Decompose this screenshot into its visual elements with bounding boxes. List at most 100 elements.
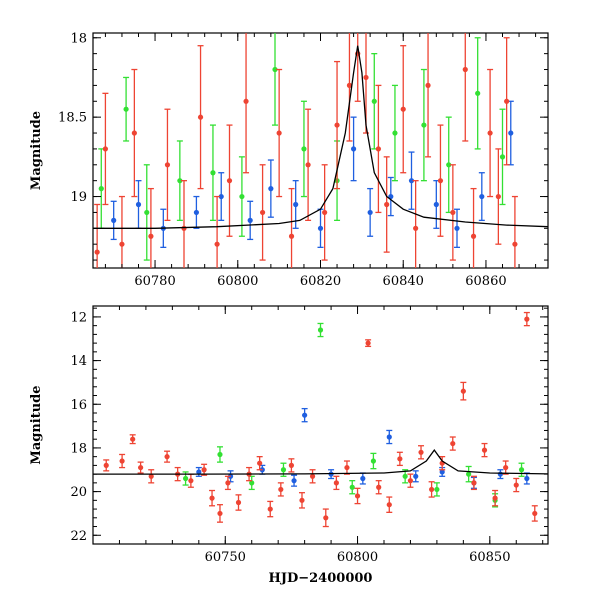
y-axis-label: Magnitude xyxy=(29,385,44,464)
data-point-red-2 xyxy=(119,241,125,247)
data-point-red-22 xyxy=(344,464,350,471)
data-point-red-26 xyxy=(450,209,456,216)
data-point-blue-7 xyxy=(386,434,392,440)
data-point-red-16 xyxy=(278,486,284,493)
x-axis-label: HJD−2400000 xyxy=(269,571,373,586)
x-tick-label: 60780 xyxy=(134,274,175,289)
data-point-red-12 xyxy=(235,499,242,506)
data-point-blue-3 xyxy=(193,209,200,216)
data-point-red-29 xyxy=(487,130,493,136)
data-point-red-1 xyxy=(119,458,125,464)
data-point-red-15 xyxy=(322,209,328,216)
x-tick-label: 60860 xyxy=(465,274,506,289)
x-tick-label: 60800 xyxy=(337,550,378,565)
y-tick-label: 18 xyxy=(70,441,87,456)
y-tick-label: 18.5 xyxy=(58,111,87,126)
data-point-green-5 xyxy=(239,193,245,200)
data-point-green-13 xyxy=(475,90,481,96)
data-point-blue-8 xyxy=(413,473,419,479)
data-point-blue-16 xyxy=(508,130,514,136)
data-point-red-16 xyxy=(334,122,340,128)
data-point-green-1 xyxy=(123,106,129,112)
data-point-red-22 xyxy=(400,106,406,112)
data-point-red-3 xyxy=(138,464,144,471)
data-point-blue-15 xyxy=(479,193,485,200)
data-point-green-2 xyxy=(249,480,255,486)
model-curve xyxy=(93,45,548,229)
x-tick-label: 60820 xyxy=(300,274,341,289)
data-point-red-38 xyxy=(513,482,519,488)
data-point-red-9 xyxy=(226,178,233,184)
data-point-blue-7 xyxy=(293,201,299,208)
data-point-green-11 xyxy=(518,467,525,473)
data-point-red-9 xyxy=(209,495,215,501)
data-point-red-17 xyxy=(288,462,295,468)
data-point-red-11 xyxy=(259,209,266,216)
data-point-blue-13 xyxy=(433,201,439,208)
data-point-blue-5 xyxy=(247,217,253,223)
data-point-red-0 xyxy=(103,462,109,468)
data-point-blue-8 xyxy=(317,225,324,231)
y-tick-label: 12 xyxy=(70,310,87,325)
y-tick-label: 14 xyxy=(70,354,87,369)
data-point-red-8 xyxy=(214,241,220,247)
data-point-green-14 xyxy=(499,154,506,160)
data-point-blue-6 xyxy=(268,186,274,192)
data-point-red-25 xyxy=(376,484,382,490)
data-point-red-17 xyxy=(346,82,353,88)
x-tick-label: 60800 xyxy=(217,274,258,289)
data-point-blue-9 xyxy=(350,146,357,152)
data-point-blue-3 xyxy=(291,478,297,484)
data-point-red-3 xyxy=(131,130,137,136)
data-point-blue-6 xyxy=(360,475,366,482)
data-point-red-20 xyxy=(375,146,382,152)
data-point-red-21 xyxy=(384,201,390,208)
data-point-green-7 xyxy=(402,473,408,479)
data-point-blue-4 xyxy=(302,412,308,418)
data-point-blue-11 xyxy=(497,471,503,477)
x-tick-label: 60750 xyxy=(205,550,246,565)
data-point-red-10 xyxy=(243,98,249,104)
data-point-green-1 xyxy=(217,451,223,458)
y-tick-label: 22 xyxy=(70,529,87,544)
data-point-green-8 xyxy=(434,486,440,493)
data-point-red-13 xyxy=(288,233,295,239)
data-point-red-39 xyxy=(524,316,530,322)
x-tick-label: 60850 xyxy=(469,550,510,565)
data-point-red-19 xyxy=(363,74,369,81)
data-point-red-11 xyxy=(225,480,231,486)
data-point-red-28 xyxy=(407,478,414,484)
data-point-red-8 xyxy=(201,467,207,473)
data-point-red-7 xyxy=(188,478,194,484)
data-point-red-20 xyxy=(323,515,329,521)
y-tick-label: 18 xyxy=(70,31,87,46)
y-tick-label: 16 xyxy=(70,398,87,413)
data-point-red-4 xyxy=(148,233,154,239)
data-point-red-23 xyxy=(413,225,419,231)
data-point-red-18 xyxy=(299,497,305,503)
data-point-green-2 xyxy=(144,209,150,216)
data-point-red-14 xyxy=(257,460,263,466)
data-point-red-24 xyxy=(425,82,431,88)
y-tick-label: 19 xyxy=(70,190,87,205)
data-point-red-4 xyxy=(148,473,154,479)
data-point-green-5 xyxy=(349,484,355,490)
data-point-red-5 xyxy=(164,454,170,460)
data-point-green-9 xyxy=(371,98,377,104)
plot-frame xyxy=(92,305,549,545)
data-point-red-30 xyxy=(495,193,501,200)
data-point-green-11 xyxy=(421,122,427,128)
data-point-green-0 xyxy=(182,475,189,482)
data-point-blue-0 xyxy=(196,469,202,475)
data-point-blue-9 xyxy=(439,469,445,475)
plot-area xyxy=(93,311,548,528)
y-axis-label: Magnitude xyxy=(29,111,44,190)
data-point-green-7 xyxy=(301,146,307,152)
data-point-green-6 xyxy=(370,458,377,464)
data-point-red-6 xyxy=(181,225,187,231)
data-point-blue-10 xyxy=(367,209,373,216)
data-point-blue-12 xyxy=(524,475,530,482)
data-point-blue-4 xyxy=(218,193,224,200)
data-point-red-0 xyxy=(94,249,100,255)
